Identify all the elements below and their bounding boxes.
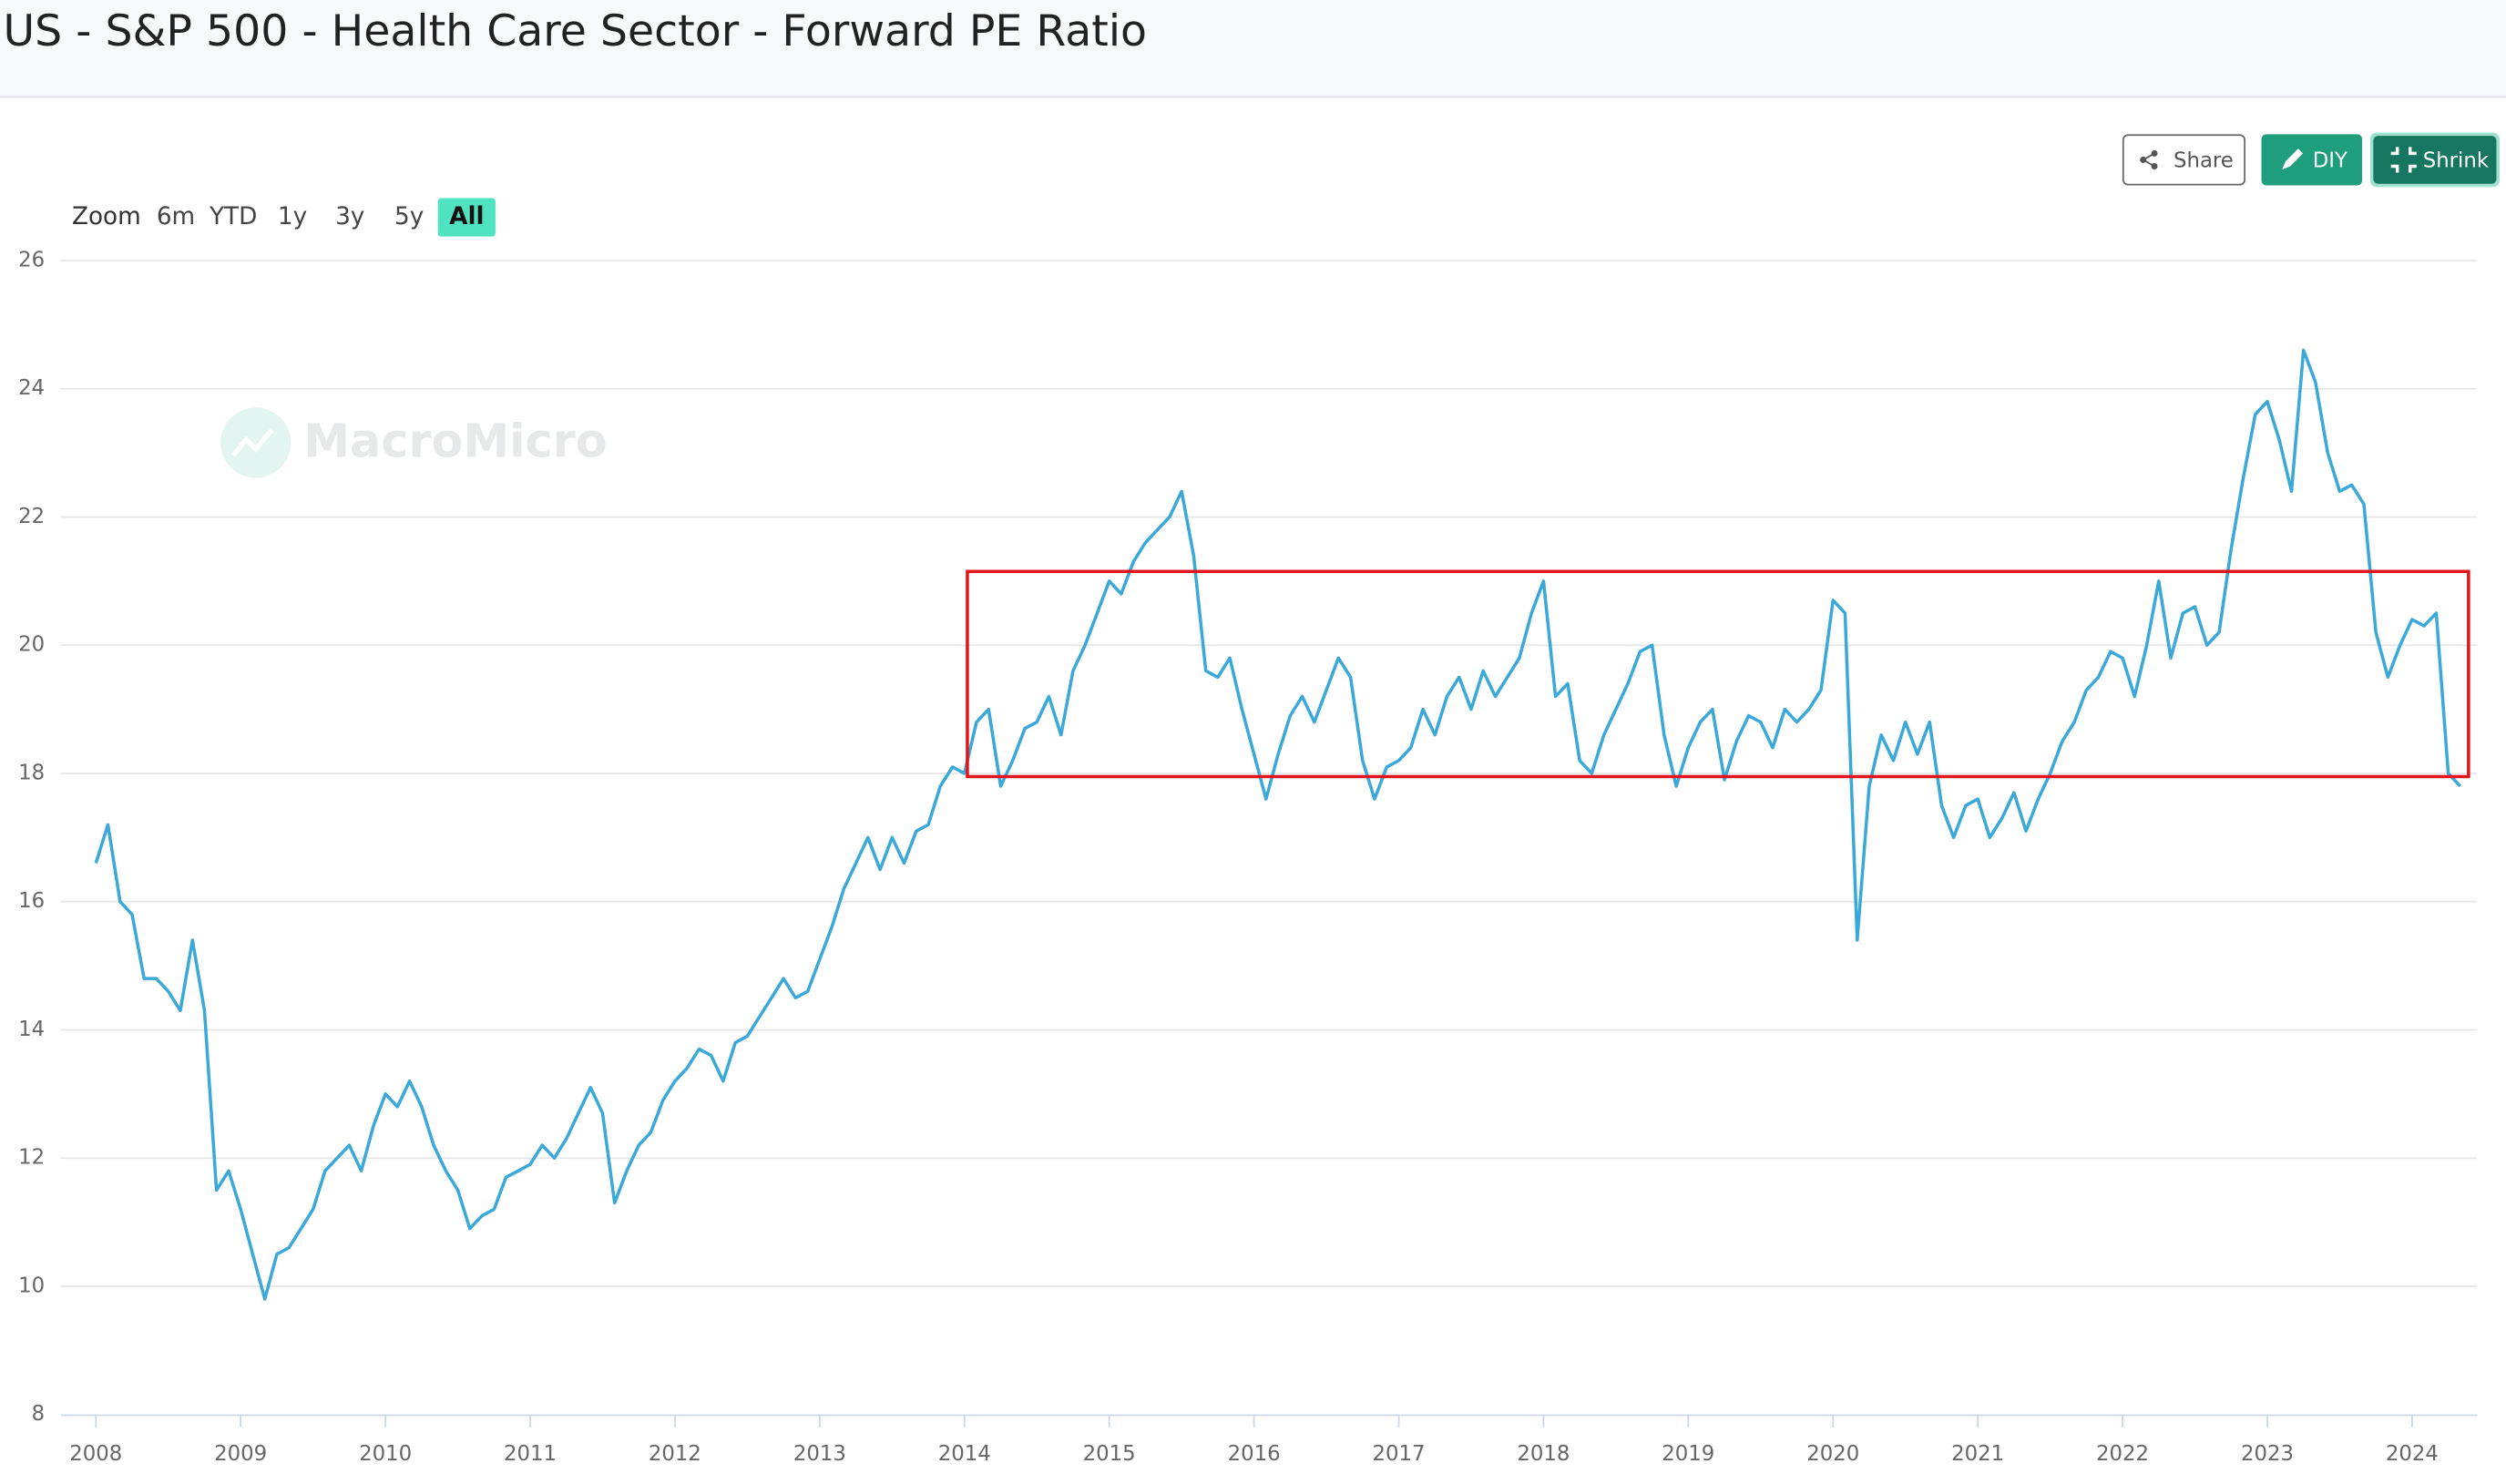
y-tick-label: 14 — [18, 1018, 45, 1041]
watermark: MacroMicro — [220, 407, 608, 478]
data-line — [94, 348, 2462, 1301]
zoom-button[interactable]: YTD — [209, 203, 257, 230]
x-tick-label: 2014 — [938, 1442, 991, 1466]
button-label[interactable]: DIY — [2313, 149, 2347, 173]
header-band — [0, 0, 2506, 97]
x-tick-label: 2015 — [1083, 1442, 1136, 1466]
zoom-option[interactable]: All — [449, 203, 484, 230]
zoom-option[interactable]: 1y — [278, 203, 307, 230]
zoom-selected-bg[interactable] — [437, 198, 496, 237]
x-tick-label: 2012 — [649, 1442, 701, 1466]
x-tick-label: 2011 — [504, 1442, 557, 1466]
zoom-button[interactable]: 6m — [157, 203, 195, 230]
y-tick-label: 22 — [18, 505, 45, 528]
zoom-option[interactable]: 6m — [157, 203, 195, 230]
highlight-box — [966, 569, 2470, 779]
y-tick-label: 26 — [18, 248, 45, 271]
watermark-text: MacroMicro — [303, 414, 607, 468]
y-tick-label: 8 — [32, 1402, 46, 1426]
x-tick-label: 2017 — [1372, 1442, 1425, 1466]
button-label[interactable]: Share — [2174, 149, 2234, 173]
x-tick-label: 2010 — [359, 1442, 412, 1466]
x-tick-label: 2020 — [1806, 1442, 1859, 1466]
zoom-button[interactable]: 3y — [335, 203, 364, 230]
x-tick-label: 2018 — [1517, 1442, 1570, 1466]
share-button[interactable]: Share — [2122, 134, 2246, 186]
page-title: US - S&P 500 - Health Care Sector - Forw… — [4, 6, 1148, 56]
y-tick-label: 18 — [18, 761, 45, 784]
y-tick-label: 24 — [18, 376, 45, 400]
x-tick-label: 2023 — [2241, 1442, 2294, 1466]
x-tick-label: 2008 — [69, 1442, 122, 1466]
shrink-button[interactable]: Shrink — [2369, 132, 2500, 188]
y-tick-label: 10 — [18, 1274, 45, 1297]
zoom-button[interactable]: All — [437, 198, 496, 237]
zoom-button[interactable]: 5y — [394, 203, 424, 230]
x-tick-label: 2009 — [214, 1442, 267, 1466]
button-label[interactable]: Shrink — [2423, 149, 2490, 173]
x-tick-label: 2021 — [1951, 1442, 2004, 1466]
y-tick-label: 16 — [18, 889, 45, 913]
x-tick-label: 2016 — [1228, 1442, 1281, 1466]
zoom-option[interactable]: 5y — [394, 203, 424, 230]
x-tick-label: 2013 — [793, 1442, 846, 1466]
diy-button[interactable]: DIY — [2261, 134, 2363, 186]
x-tick-label: 2022 — [2096, 1442, 2149, 1466]
y-tick-label: 20 — [18, 633, 45, 657]
y-tick-label: 12 — [18, 1146, 45, 1170]
zoom-button[interactable]: 1y — [278, 203, 307, 230]
zoom-label: Zoom — [72, 203, 141, 230]
x-tick-label: 2024 — [2386, 1442, 2439, 1466]
zoom-option[interactable]: 3y — [335, 203, 364, 230]
x-tick-label: 2019 — [1662, 1442, 1714, 1466]
zoom-buttons: 6m YTD 1y 3y 5y All — [157, 198, 496, 237]
zoom-option[interactable]: YTD — [209, 203, 257, 230]
